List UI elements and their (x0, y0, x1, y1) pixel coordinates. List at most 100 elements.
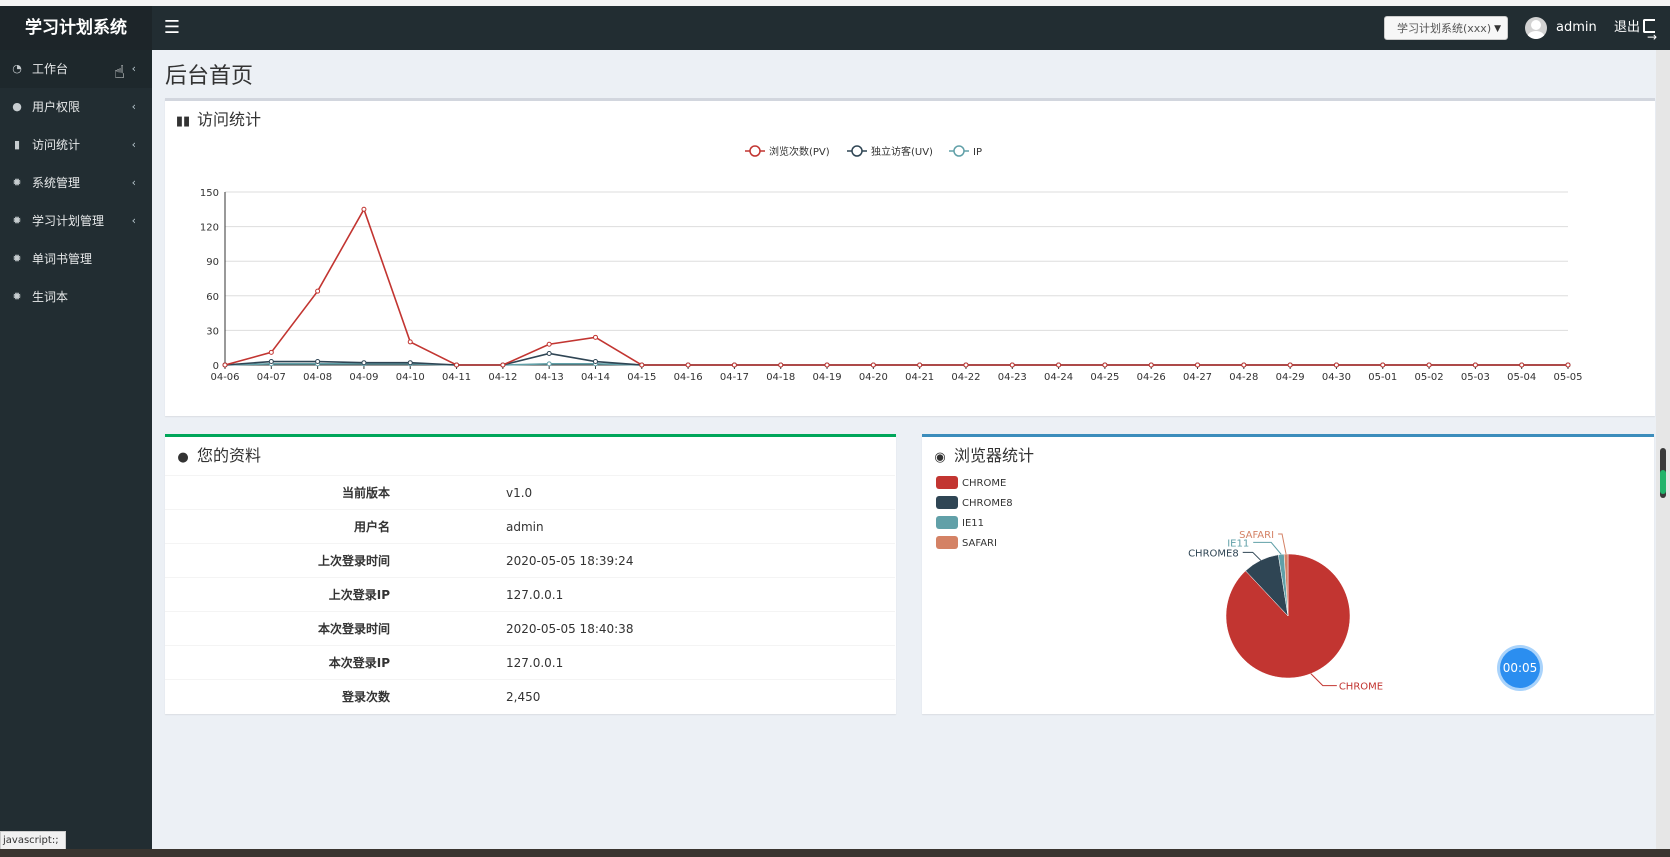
table-row: 上次登录时间 2020-05-05 18:39:24 (165, 543, 895, 578)
legend-label: CHROME8 (962, 498, 1013, 509)
user-name[interactable]: admin (1556, 20, 1597, 35)
menu-toggle-icon[interactable]: ☰ (163, 17, 181, 38)
profile-value: admin (390, 509, 895, 544)
data-point (917, 362, 923, 368)
system-select[interactable]: 学习计划系统(xxx) ▼ (1384, 16, 1508, 40)
data-point (1519, 362, 1525, 368)
timer-badge[interactable]: 00:05 (1500, 648, 1540, 688)
x-tick-label: 04-22 (951, 372, 980, 383)
x-tick-label: 04-13 (535, 372, 564, 383)
box-top-border (165, 434, 896, 437)
data-point (1333, 362, 1339, 368)
x-tick-label: 04-16 (674, 372, 703, 383)
avatar[interactable] (1525, 17, 1547, 39)
legend-marker (749, 145, 761, 157)
bar-chart-icon: ▮ (13, 138, 21, 151)
table-row: 用户名 admin (165, 509, 895, 544)
x-tick-label: 04-15 (627, 372, 656, 383)
legend-swatch (936, 516, 958, 529)
chevron-left-icon: ‹ (131, 138, 136, 151)
logout-label: 退出 (1614, 20, 1641, 35)
data-point (546, 341, 552, 347)
table-row: 登录次数 2,450 (165, 679, 895, 713)
x-tick-label: 04-25 (1090, 372, 1119, 383)
browser-stats-title: ◉ 浏览器统计 (932, 442, 1034, 466)
dashboard-icon: ◔ (12, 62, 22, 75)
x-tick-label: 04-28 (1229, 372, 1258, 383)
pie-label-line (1278, 533, 1287, 555)
window-top-strip (0, 0, 1670, 6)
x-tick-label: 05-01 (1368, 372, 1397, 383)
x-tick-label: 05-02 (1415, 372, 1444, 383)
profile-value: 127.0.0.1 (390, 645, 895, 680)
sidebar-item-label: 单词书管理 (32, 252, 93, 266)
legend-marker (953, 145, 965, 157)
data-point (546, 350, 552, 356)
caret-down-icon: ▼ (1494, 24, 1501, 34)
box-top-border (922, 434, 1654, 437)
top-header: 学习计划系统 ☰ 学习计划系统(xxx) ▼ admin 退出 (0, 6, 1670, 59)
x-tick-label: 04-11 (442, 372, 471, 383)
x-tick-label: 05-05 (1553, 372, 1582, 383)
x-tick-label: 04-24 (1044, 372, 1073, 383)
data-point (1426, 362, 1432, 368)
sidebar-item-wordbook[interactable]: ✹ 单词书管理 (0, 240, 152, 278)
x-tick-label: 04-17 (720, 372, 749, 383)
legend-marker (851, 145, 863, 157)
profile-title-text: 您的资料 (197, 446, 262, 465)
data-point (222, 362, 228, 368)
x-tick-label: 04-08 (303, 372, 332, 383)
data-point (731, 362, 737, 368)
x-tick-label: 05-03 (1461, 372, 1490, 383)
legend-label: SAFARI (962, 538, 997, 549)
legend-label: IP (973, 147, 982, 158)
sidebar-item-user-permissions[interactable]: ● 用户权限 ‹ (0, 88, 152, 126)
x-tick-label: 04-26 (1137, 372, 1166, 383)
data-point (592, 359, 598, 365)
profile-box: ● 您的资料 当前版本 v1.0 用户名 admin 上次登录时间 2020-05-05 1… (165, 434, 896, 714)
data-point (268, 349, 274, 355)
data-point (361, 206, 367, 212)
hand-cursor-icon: ☝ (114, 62, 125, 83)
page-title: 后台首页 (165, 64, 254, 89)
data-point (870, 362, 876, 368)
profile-value: v1.0 (390, 475, 895, 510)
browser-pie-chart[interactable]: CHROMECHROME8IE11SAFARICHROMECHROME8IE11… (922, 434, 1654, 714)
app-logo[interactable]: 学习计划系统 (0, 6, 152, 50)
sidebar-item-system-management[interactable]: ✹ 系统管理 ‹ (0, 164, 152, 202)
sidebar-item-workbench[interactable]: ◔ 工作台 ‹ (0, 50, 152, 88)
sidebar-item-new-words[interactable]: ✹ 生词本 (0, 278, 152, 316)
user-icon: ● (12, 100, 22, 113)
taskbar-strip (0, 849, 1670, 857)
gear-icon: ✹ (12, 252, 22, 265)
pie-label: CHROME8 (1188, 548, 1239, 559)
pie-label: IE11 (1227, 538, 1249, 549)
data-point (546, 361, 552, 367)
series-line (224, 207, 1568, 366)
browser-stats-title-text: 浏览器统计 (954, 446, 1035, 465)
x-tick-label: 04-07 (257, 372, 286, 383)
data-point (268, 359, 274, 365)
x-tick-label: 04-14 (581, 372, 610, 383)
profile-key: 上次登录时间 (165, 543, 390, 578)
table-row: 当前版本 v1.0 (165, 475, 895, 510)
data-point (1102, 362, 1108, 368)
visit-line-chart[interactable]: 0 30 60 90 120 150 04-06 04-07 04-08 04-09 04-10 04… (165, 98, 1655, 416)
sidebar-item-visit-stats[interactable]: ▮ 访问统计 ‹ (0, 126, 152, 164)
x-tick-label: 05-04 (1507, 372, 1536, 383)
data-point (315, 288, 321, 294)
data-point (1472, 362, 1478, 368)
data-point (315, 359, 321, 365)
chevron-left-icon: ‹ (131, 100, 136, 113)
data-point (1056, 362, 1062, 368)
sidebar-item-study-plan[interactable]: ✹ 学习计划管理 ‹ (0, 202, 152, 240)
data-point (1287, 362, 1293, 368)
x-tick-label: 04-19 (813, 372, 842, 383)
page-scrollbar[interactable] (1656, 50, 1670, 849)
profile-table: 当前版本 v1.0 用户名 admin 上次登录时间 2020-05-05 18:39:2… (165, 475, 895, 713)
profile-key: 上次登录IP (165, 577, 390, 612)
pie-label: SAFARI (1239, 530, 1274, 541)
y-tick-label: 150 (200, 188, 219, 199)
logout-button[interactable]: 退出 (1614, 6, 1657, 59)
data-point (1195, 362, 1201, 368)
